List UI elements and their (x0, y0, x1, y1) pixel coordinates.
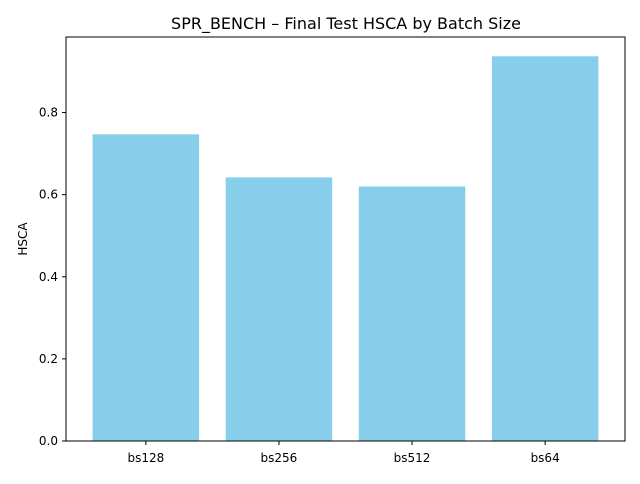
bar-bs512 (358, 186, 466, 441)
bar-bs128 (92, 134, 200, 441)
bar-bs64 (491, 56, 599, 441)
bar-bs256 (225, 177, 333, 442)
x-tick-label: bs64 (531, 451, 560, 465)
chart-title: SPR_BENCH – Final Test HSCA by Batch Siz… (171, 14, 521, 34)
x-tick-label: bs256 (261, 451, 298, 465)
y-tick-label: 0.2 (39, 352, 58, 366)
y-tick-label: 0.6 (39, 188, 58, 202)
x-tick-label: bs512 (394, 451, 431, 465)
x-tick-label: bs128 (127, 451, 164, 465)
x-axis-ticks: bs128 bs256 bs512 bs64 (127, 441, 560, 465)
bars-layer (92, 56, 599, 442)
y-axis-label: HSCA (16, 222, 30, 256)
y-tick-label: 0.4 (39, 270, 58, 284)
y-axis-ticks: 0.0 0.2 0.4 0.6 0.8 (39, 106, 66, 448)
y-tick-label: 0.8 (39, 106, 58, 120)
plot-frame (65, 36, 626, 442)
y-tick-label: 0.0 (39, 434, 58, 448)
